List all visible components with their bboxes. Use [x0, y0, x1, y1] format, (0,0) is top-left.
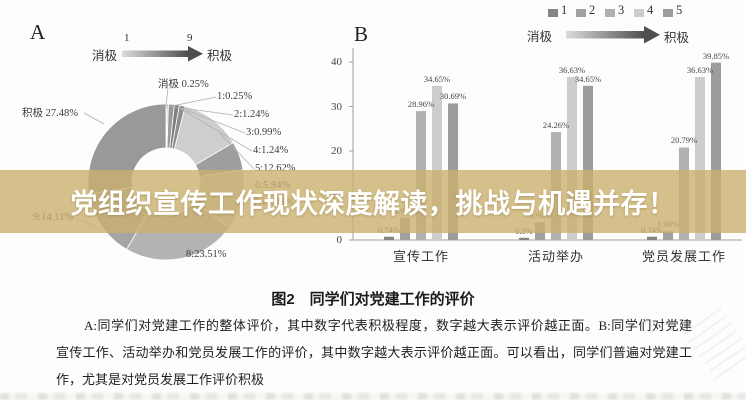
figure-caption-title: 图2 同学们对党建工作的评价	[271, 291, 475, 308]
legend-swatch-2	[576, 9, 586, 17]
legend-swatch-4	[634, 9, 644, 17]
legend-swatch-1	[548, 9, 558, 17]
leader-line	[171, 96, 217, 107]
bar-党员发展工作-5	[711, 62, 721, 241]
caption-line: 宣传工作、活动举办和党员发展工作的评价，其中数字越大表示评价越正面。可以看出，同…	[56, 345, 692, 360]
bar-党员发展工作-4	[695, 76, 705, 241]
cropped-text-strip	[0, 393, 746, 400]
bar-legend-swatches	[548, 9, 673, 17]
caption-line: 作，尤其是对党员发展工作评价积极	[56, 372, 265, 387]
bar-宣传工作-4	[432, 85, 442, 241]
bar-活动举办-4	[567, 76, 577, 241]
leader-line	[174, 106, 234, 116]
bar-活动举办-5	[583, 85, 593, 241]
leader-line	[177, 251, 203, 258]
pie-leader-lines	[76, 87, 255, 258]
panel-a-scale-arrow-icon	[122, 46, 203, 62]
headline-text: 党组织宣传工作现状深度解读，挑战与机遇并存！	[70, 189, 676, 219]
panel-b-scale-arrow-icon	[566, 26, 660, 44]
caption-line: A:同学们对党建工作的整体评价，其中数字代表积极程度，数字越大表示评价越正面。B…	[84, 318, 692, 333]
legend-swatch-3	[605, 9, 615, 17]
headline-banner: 党组织宣传工作现状深度解读，挑战与机遇并存！	[0, 170, 746, 233]
bar-党员发展工作-1	[647, 236, 657, 240]
leader-line	[83, 112, 105, 125]
legend-swatch-5	[663, 9, 673, 17]
bar-宣传工作-1	[384, 236, 394, 240]
bar-活动举办-1	[519, 237, 529, 240]
leader-line	[177, 106, 246, 134]
leader-line	[219, 132, 255, 170]
bar-党员发展工作-2	[663, 231, 673, 240]
figure-caption-body: A:同学们对党建工作的整体评价，其中数字代表积极程度，数字越大表示评价越正面。B…	[56, 312, 692, 393]
leader-line	[180, 108, 253, 152]
leader-line	[165, 87, 169, 107]
